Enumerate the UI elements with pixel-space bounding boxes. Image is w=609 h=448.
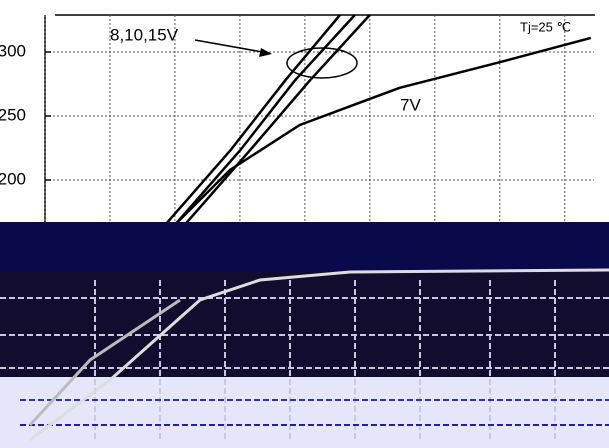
glitch-band bbox=[0, 272, 609, 377]
annotation: Tj=25 ℃ bbox=[520, 19, 571, 34]
glitch-curve bbox=[28, 298, 181, 427]
highlight-ellipse bbox=[286, 47, 358, 79]
annotation: 8,10,15V bbox=[110, 25, 179, 44]
series-label: 7V bbox=[400, 95, 421, 114]
y-tick-label: 250 bbox=[0, 105, 26, 124]
arrow-head bbox=[259, 48, 272, 57]
glitch-curve bbox=[29, 268, 609, 442]
y-tick-label: 300 bbox=[0, 41, 26, 60]
glitch-grid bbox=[0, 280, 609, 440]
image-glitch bbox=[0, 222, 609, 448]
glitch-band bbox=[0, 377, 609, 448]
annotation-arrow bbox=[194, 39, 269, 54]
y-tick-label: 200 bbox=[0, 169, 26, 188]
glitch-band bbox=[0, 222, 609, 272]
